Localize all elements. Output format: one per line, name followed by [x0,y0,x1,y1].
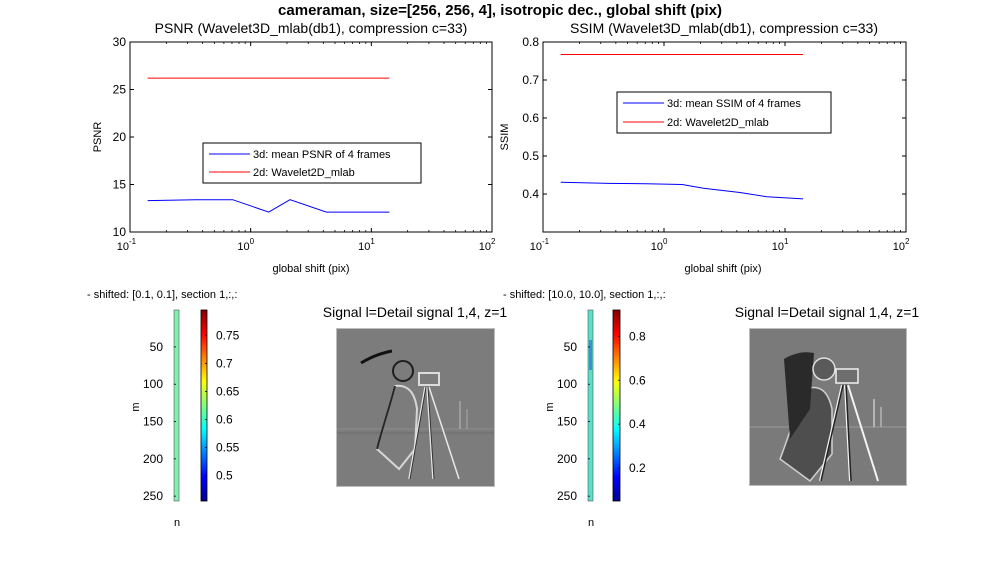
psnr-legend: 3d: mean PSNR of 4 frames 2d: Wavelet2D_… [202,142,422,184]
section-panel-2: - shifted: [10.0, 10.0], section 1,:,: 5… [503,289,666,529]
psnr-xtick-exp: 2 [491,237,496,246]
ssim-plot-area [542,41,907,233]
psnr-xlabel: global shift (pix) [272,263,349,275]
section-2-strip [587,309,594,502]
section-1-ylabel: m [130,402,142,411]
psnr-xtick-exp: 1 [370,237,375,246]
psnr-ylabel: PSNR [92,122,104,153]
psnr-series-3d-line [147,199,390,213]
psnr-chart-title: PSNR (Wavelet3D_mlab(db1), compression c… [155,20,468,36]
colorbar-2 [612,309,621,502]
section-1-colorbar-tick-label: 0.6 [216,413,233,427]
ssim-legend-box [616,91,832,134]
psnr-ytick-label: 15 [113,178,127,192]
psnr-chart: PSNR (Wavelet3D_mlab(db1), compression c… [92,20,496,275]
section-2-m-tick-label: 200 [557,452,577,466]
section-1-title: - shifted: [0.1, 0.1], section 1,:,: [87,289,237,301]
ssim-xtick-exp: 0 [663,237,668,246]
detail-image-2 [749,328,907,486]
detail-image-1 [336,328,495,487]
section-1-colorbar-tick-label: 0.7 [216,356,233,370]
psnr-legend-box [202,142,422,184]
section-1-colorbar-tick-label: 0.65 [216,384,240,398]
colorbar-1 [200,309,208,502]
ssim-ytick-label: 0.4 [522,187,539,201]
section-1-colorbar-tick-label: 0.5 [216,469,233,483]
ssim-series-3d-line [560,181,804,200]
ssim-xtick-exp: 1 [784,237,789,246]
section-1-colorbar-tick-label: 0.75 [216,328,240,342]
section-2-m-tick-label: 150 [557,415,577,429]
ssim-legend: 3d: mean SSIM of 4 frames 2d: Wavelet2D_… [616,91,832,134]
section-2-m-tick-label: 100 [557,377,577,391]
section-1-strip [173,309,180,502]
psnr-xtick-exp: -1 [129,237,137,246]
psnr-ytick-label: 25 [113,83,127,97]
section-2-colorbar-tick-label: 0.2 [629,461,646,475]
psnr-ytick-label: 30 [113,35,127,49]
section-1-m-tick-label: 150 [143,415,163,429]
psnr-legend-label-3d: 3d: mean PSNR of 4 frames [253,149,391,161]
ssim-xlabel: global shift (pix) [684,263,761,275]
ssim-xtick-label: 10 [893,241,905,253]
psnr-ytick-label: 20 [113,130,127,144]
psnr-xtick-exp: 0 [250,237,255,246]
ssim-ytick-label: 0.5 [522,149,539,163]
section-2-title: - shifted: [10.0, 10.0], section 1,:,: [503,289,666,301]
detail-image-1-illustration [337,329,494,486]
ssim-xtick-label: 10 [651,241,663,253]
section-2-colorbar-tick-label: 0.6 [629,373,646,387]
psnr-xtick-label: 10 [117,241,129,253]
psnr-legend-label-2d: 2d: Wavelet2D_mlab [253,167,355,179]
ssim-ytick-label: 0.7 [522,73,539,87]
psnr-ytick-label: 10 [113,225,127,239]
section-1-colorbar-tick-label: 0.55 [216,441,240,455]
ssim-chart: SSIM (Wavelet3D_mlab(db1), compression c… [499,20,910,275]
section-2-strip-shading [589,340,592,370]
section-2-colorbar-tick-label: 0.8 [629,329,646,343]
psnr-plot-area [129,41,493,233]
detail-image-2-title: Signal l=Detail signal 1,4, z=1 [735,304,920,320]
ssim-ytick-label: 0.8 [522,35,539,49]
section-2-m-tick-label: 50 [564,340,578,354]
section-1-xlabel: n [174,517,180,529]
ssim-legend-label-3d: 3d: mean SSIM of 4 frames [667,98,801,110]
section-1-m-tick-label: 200 [143,452,163,466]
ssim-ylabel: SSIM [499,124,511,151]
section-panel-1: - shifted: [0.1, 0.1], section 1,:,: 50 1… [87,289,240,529]
detail-image-1-title: Signal l=Detail signal 1,4, z=1 [323,304,508,320]
section-1-m-tick-label: 100 [143,377,163,391]
ssim-xtick-label: 10 [530,241,542,253]
ssim-xtick-exp: -1 [542,237,550,246]
psnr-xtick-label: 10 [358,241,370,253]
section-2-colorbar-tick-label: 0.4 [629,417,646,431]
section-2-xlabel: n [588,517,594,529]
section-1-m-tick-label: 50 [150,340,164,354]
ssim-chart-title: SSIM (Wavelet3D_mlab(db1), compression c… [570,20,878,36]
psnr-xtick-label: 10 [479,241,491,253]
ssim-xtick-exp: 2 [905,237,910,246]
psnr-xtick-label: 10 [237,241,249,253]
ssim-legend-label-2d: 2d: Wavelet2D_mlab [667,117,769,129]
section-1-m-tick-label: 250 [143,489,163,503]
figure-suptitle: cameraman, size=[256, 256, 4], isotropic… [278,2,722,19]
section-2-ylabel: m [544,402,556,411]
detail-image-2-illustration [750,329,906,485]
ssim-ytick-label: 0.6 [522,111,539,125]
ssim-xtick-label: 10 [772,241,784,253]
section-2-m-tick-label: 250 [557,489,577,503]
